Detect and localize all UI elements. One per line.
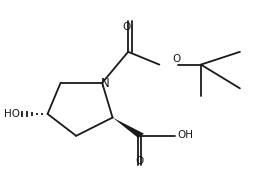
Text: N: N: [100, 77, 109, 90]
Text: O: O: [136, 156, 144, 166]
Polygon shape: [112, 118, 144, 138]
Text: O: O: [123, 22, 131, 32]
Text: O: O: [172, 54, 180, 64]
Text: HO: HO: [4, 109, 20, 118]
Text: OH: OH: [177, 130, 194, 140]
